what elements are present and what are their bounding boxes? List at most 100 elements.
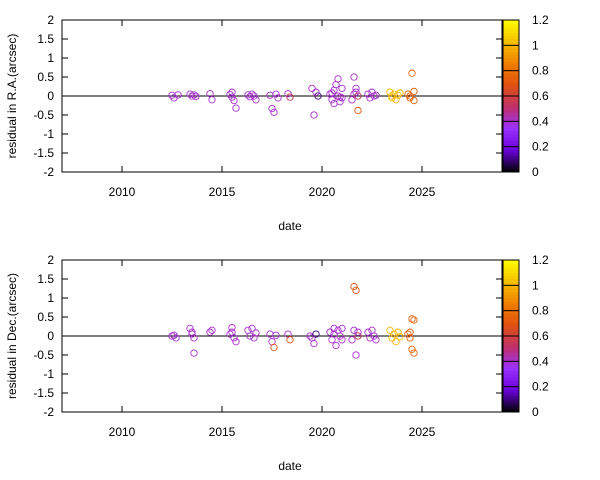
colorbar-segment bbox=[503, 70, 519, 75]
data-point bbox=[308, 84, 316, 93]
colorbar-segment bbox=[503, 130, 519, 135]
data-point bbox=[338, 336, 346, 344]
data-point bbox=[338, 84, 346, 93]
colorbar-tick-label: 0 bbox=[532, 165, 539, 179]
data-point bbox=[396, 89, 404, 97]
data-point bbox=[270, 108, 278, 116]
data-point bbox=[350, 73, 358, 81]
colorbar-segment bbox=[503, 105, 519, 109]
colorbar-segment bbox=[503, 377, 519, 381]
colorbar-segment bbox=[503, 102, 519, 106]
data-point bbox=[352, 88, 360, 96]
colorbar-segment bbox=[503, 143, 519, 147]
data-point bbox=[410, 87, 418, 96]
colorbar-segment bbox=[503, 162, 519, 166]
y-tick-label: 1.5 bbox=[37, 272, 54, 286]
colorbar-segment bbox=[503, 96, 519, 100]
colorbar-segment bbox=[503, 301, 519, 305]
colorbar-segment bbox=[503, 73, 519, 78]
colorbar-segment bbox=[503, 58, 519, 62]
data-point bbox=[250, 92, 258, 100]
data-point bbox=[272, 90, 280, 98]
y-tick-label: -1 bbox=[43, 127, 54, 141]
data-point bbox=[354, 332, 362, 340]
colorbar-segment bbox=[503, 48, 519, 52]
data-point bbox=[272, 331, 280, 339]
colorbar-segment bbox=[503, 111, 519, 116]
colorbar-segment bbox=[503, 153, 519, 157]
data-point bbox=[406, 328, 414, 336]
colorbar-segment bbox=[503, 159, 519, 163]
data-point bbox=[268, 104, 276, 113]
colorbar-tick-label: 0.8 bbox=[532, 304, 549, 318]
data-point bbox=[248, 324, 256, 333]
colorbar: 0 0.2 0.4 0.6 0.8 1 1.2 bbox=[502, 13, 549, 179]
data-point bbox=[312, 88, 320, 96]
data-point bbox=[404, 90, 412, 98]
data-point bbox=[406, 92, 414, 100]
scatter-points bbox=[168, 282, 418, 359]
y-axis-label: residual in Dec.(arcsec) bbox=[5, 273, 19, 399]
data-point bbox=[408, 69, 416, 77]
colorbar-segment bbox=[503, 77, 519, 81]
colorbar-segment bbox=[503, 320, 519, 324]
data-point bbox=[250, 334, 258, 342]
colorbar-segment bbox=[503, 266, 519, 270]
x-tick-label: 2015 bbox=[209, 425, 236, 439]
colorbar-segment bbox=[503, 45, 519, 49]
data-point bbox=[372, 91, 380, 99]
data-point bbox=[286, 93, 294, 101]
colorbar-segment bbox=[503, 380, 519, 384]
colorbar-segment bbox=[503, 156, 519, 160]
colorbar-segment bbox=[503, 61, 519, 65]
colorbar-segment bbox=[503, 20, 519, 24]
data-point bbox=[206, 328, 214, 336]
colorbar-segment bbox=[503, 39, 519, 43]
colorbar-segment bbox=[503, 89, 519, 94]
colorbar-segment bbox=[503, 355, 519, 359]
colorbar-segment bbox=[503, 26, 519, 30]
y-tick-label: 1.5 bbox=[37, 32, 54, 46]
colorbar-segment bbox=[503, 127, 519, 132]
colorbar-segment bbox=[503, 313, 519, 318]
y-tick-label: 0.5 bbox=[37, 70, 54, 84]
y-tick-label: 2 bbox=[47, 253, 54, 267]
data-point bbox=[232, 338, 240, 346]
colorbar-segment bbox=[503, 336, 519, 340]
x-tick-label: 2010 bbox=[109, 185, 136, 199]
data-point bbox=[394, 328, 402, 336]
data-point bbox=[174, 91, 182, 99]
data-point bbox=[328, 96, 336, 104]
data-point bbox=[392, 338, 400, 346]
data-point bbox=[354, 92, 362, 100]
y-tick-label: -2 bbox=[43, 165, 54, 179]
y-tick-label: 1 bbox=[47, 51, 54, 65]
data-point bbox=[350, 326, 358, 334]
colorbar-segment bbox=[503, 54, 519, 59]
data-point bbox=[348, 96, 356, 104]
data-point bbox=[396, 333, 404, 341]
x-axis-label: date bbox=[278, 219, 302, 233]
data-point bbox=[354, 106, 362, 115]
data-point bbox=[274, 94, 282, 102]
data-point bbox=[330, 324, 338, 333]
colorbar-segment bbox=[503, 307, 519, 311]
colorbar-segment bbox=[503, 370, 519, 375]
data-point bbox=[228, 328, 236, 336]
data-point bbox=[314, 92, 322, 100]
colorbar-segment bbox=[503, 383, 519, 387]
colorbar-segment bbox=[503, 364, 519, 368]
y-tick-label: 2 bbox=[47, 13, 54, 27]
data-point bbox=[406, 334, 414, 342]
colorbar-segment bbox=[503, 399, 519, 403]
data-point bbox=[370, 332, 378, 340]
colorbar-segment bbox=[503, 118, 519, 122]
data-point bbox=[388, 334, 396, 342]
colorbar-tick-label: 0 bbox=[532, 405, 539, 419]
colorbar-segment bbox=[503, 339, 519, 343]
colorbar-segment bbox=[503, 317, 519, 321]
data-point bbox=[406, 94, 414, 102]
colorbar-segment bbox=[503, 402, 519, 406]
colorbar-segment bbox=[503, 332, 519, 337]
colorbar-segment bbox=[503, 285, 519, 289]
